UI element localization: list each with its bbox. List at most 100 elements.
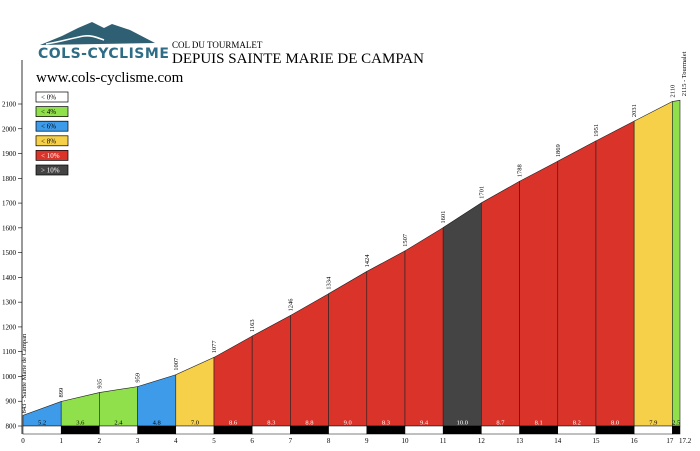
x-tick-label: 14 (554, 437, 562, 445)
site-url[interactable]: www.cols-cyclisme.com (36, 70, 184, 86)
y-tick-label: 1200 (2, 323, 17, 331)
profile-segment (290, 293, 329, 427)
legend-label: < 0% (41, 94, 56, 102)
altitude-label: 1507 (402, 233, 409, 247)
grade-legend: < 0% < 4% < 6% < 8% < 10% > 10% (35, 91, 69, 176)
altitude-label: 1601 (440, 211, 447, 224)
grade-block (481, 425, 520, 435)
legend-label: < 8% (41, 137, 56, 145)
profile-segment (137, 374, 177, 427)
segment-grade-label: 5.2 (38, 420, 46, 427)
altitude-label: 959 (135, 373, 142, 383)
legend-swatch (35, 135, 69, 147)
grade-block (519, 425, 559, 435)
legend-swatch (35, 120, 69, 132)
legend-swatch (35, 150, 69, 161)
grade-block (60, 425, 100, 435)
x-tick-label: 0 (21, 437, 25, 445)
y-tick-label: 1100 (2, 348, 16, 356)
grade-block (366, 425, 406, 435)
x-tick-label: 4 (174, 437, 178, 445)
start-label: 843 - Sainte Marie de Campan (21, 333, 28, 413)
x-tick-label: 15 (592, 437, 600, 445)
x-tick-label: 2 (98, 437, 102, 445)
profile-segment (442, 202, 482, 427)
grade-block (99, 425, 138, 435)
segment-grade-label: 3.6 (76, 420, 85, 427)
x-tick-label: 1 (59, 437, 63, 445)
altitude-label: 1869 (555, 144, 562, 157)
profile-segment (481, 180, 520, 427)
segment-grade-label: 8.3 (267, 420, 275, 427)
chart-title: DEPUIS SAINTE MARIE DE CAMPAN (172, 51, 424, 67)
y-tick-label: 1500 (2, 249, 17, 257)
altitude-label: 935 (96, 379, 103, 389)
segment-grade-label: 2.5 (672, 420, 680, 427)
grade-block (175, 425, 215, 435)
legend-swatch (35, 164, 69, 176)
legend-label: < 4% (41, 108, 56, 116)
segment-grade-label: 8.0 (611, 420, 619, 427)
segment-grade-label: 8.1 (535, 420, 543, 427)
profile-segment (328, 270, 368, 427)
y-tick-label: 1000 (2, 373, 17, 381)
profile-segments: 5.2 3.6 2.4 4.8 7.0 8.6 8.3 8.8 9.0 8.3 9.4 10.0 8.7… (22, 99, 681, 427)
legend-swatch (35, 91, 69, 103)
y-tick-label: 2000 (2, 125, 17, 133)
grade-block (22, 425, 62, 435)
y-tick-label: 2100 (2, 101, 17, 109)
profile-segment (633, 101, 673, 427)
altitude-label: 2110 (669, 85, 676, 98)
segment-grade-label: 8.3 (382, 420, 390, 427)
grade-block (328, 425, 368, 435)
end-label: 2115 - Tourmalet (681, 51, 688, 96)
segment-grade-label: 4.8 (153, 420, 161, 427)
y-tick-label: 1400 (2, 274, 17, 282)
segment-grade-label: 8.6 (229, 420, 238, 427)
legend-label: < 6% (41, 123, 56, 131)
grade-block (251, 425, 291, 435)
profile-segment (175, 356, 215, 427)
y-tick-label: 1700 (2, 200, 17, 208)
x-tick-label: 5 (212, 437, 216, 445)
segment-grade-label: 2.4 (114, 420, 123, 427)
altitude-label: 899 (58, 388, 65, 398)
x-tick-label: 11 (440, 437, 447, 445)
y-tick-label: 1300 (2, 299, 17, 307)
chart-subtitle: COL DU TOURMALET (172, 40, 263, 50)
x-tick-label: 7 (289, 437, 293, 445)
altitude-label: 1163 (249, 319, 256, 332)
altitude-label: 1077 (211, 340, 218, 354)
x-tick-label: 6 (250, 437, 254, 445)
profile-segment (519, 160, 559, 427)
grade-bar (22, 425, 681, 435)
altitude-label: 1334 (326, 276, 333, 290)
altitude-labels: 899 935 959 1007 1077 1163 1246 1334 1424 1507 160… (21, 51, 688, 413)
grade-block (442, 425, 482, 435)
y-tick-label: 1800 (2, 175, 17, 183)
grade-block (633, 425, 673, 435)
grade-block (595, 425, 635, 435)
x-tick-label: 16 (631, 437, 639, 445)
x-tick-label: 3 (136, 437, 140, 445)
legend-swatch (35, 106, 69, 117)
profile-segment (213, 335, 253, 427)
profile-segment (557, 140, 597, 427)
y-tick-label: 1900 (2, 150, 17, 158)
segment-grade-label: 8.8 (305, 420, 313, 427)
grade-block (290, 425, 329, 435)
altitude-label: 1788 (517, 164, 524, 177)
altitude-label: 1246 (287, 298, 294, 312)
y-tick-label: 800 (6, 423, 17, 431)
x-tick-label: 10 (401, 437, 409, 445)
y-tick-label: 1600 (2, 224, 17, 232)
segment-grade-label: 10.0 (457, 420, 468, 427)
segment-grade-label: 7.0 (191, 420, 199, 427)
grade-block (557, 425, 597, 435)
x-tick-label: 12 (478, 437, 486, 445)
logo-text: COLS-CYCLISME (38, 46, 169, 62)
segment-grade-label: 8.7 (496, 420, 505, 427)
y-tick-label: 900 (6, 398, 17, 406)
altitude-label: 1424 (364, 254, 371, 268)
